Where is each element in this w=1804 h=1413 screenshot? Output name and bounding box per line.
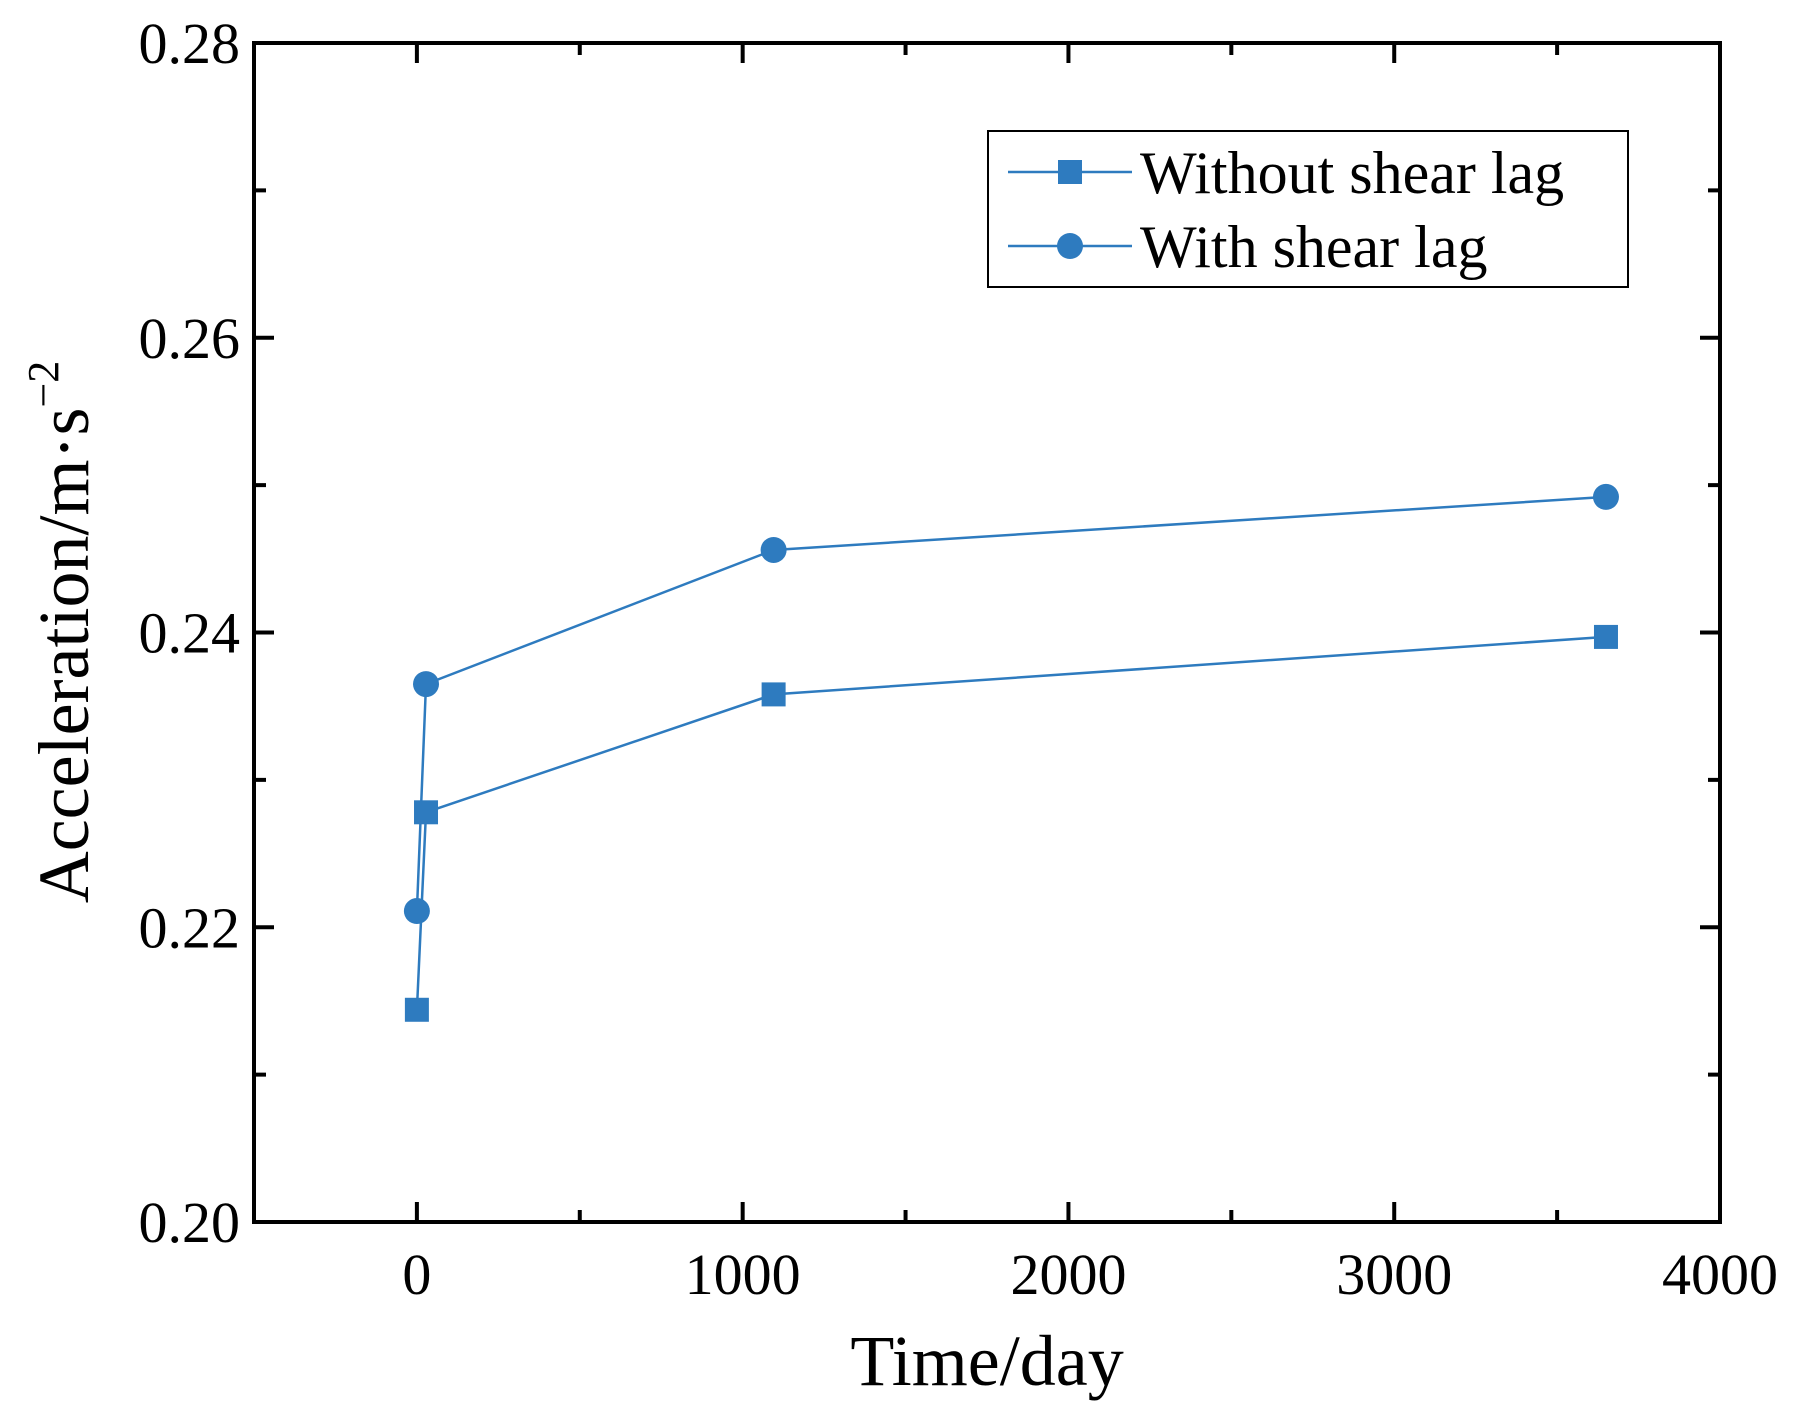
y-axis-title-group: Acceleration/m·s−2 [19,361,104,904]
x-tick-label: 0 [402,1242,431,1307]
square-marker [414,800,439,825]
legend-square-marker [1058,160,1082,184]
y-tick-label: 0.24 [139,601,241,666]
circle-marker [760,536,787,563]
axis-tick-labels: 0 1000 2000 3000 4000 0.20 0.22 0.24 0.26 0.28 [139,11,1779,1307]
legend-box [987,130,1629,288]
x-tick-label: 4000 [1662,1242,1778,1307]
legend-label: Without shear lag [1140,140,1564,206]
x-tick-label: 1000 [685,1242,801,1307]
series-lines [415,495,1607,1010]
axis-ticks [252,41,1722,1224]
series-line-1 [415,635,1607,1010]
x-axis-title: Time/day [850,1321,1123,1401]
y-tick-label: 0.22 [139,895,241,960]
square-marker [404,997,429,1022]
legend: Without shear lag With shear lag [987,130,1629,288]
y-tick-label: 0.20 [139,1190,241,1255]
y-axis-title-main: Acceleration/m·s [24,408,104,904]
square-marker [761,682,786,707]
y-tick-label: 0.28 [139,11,241,76]
legend-label: With shear lag [1140,214,1487,280]
x-tick-label: 3000 [1336,1242,1452,1307]
series-markers [403,483,1619,1022]
square-marker [1593,624,1618,649]
x-tick-label: 2000 [1010,1242,1126,1307]
circle-marker [1592,483,1619,510]
legend-circle-marker [1057,233,1083,259]
series-line-2 [415,495,1607,912]
y-axis-title-superscript: −2 [19,361,68,408]
y-axis-title: Acceleration/m·s−2 [19,361,104,904]
y-tick-label: 0.26 [139,306,241,371]
circle-marker [413,671,440,698]
circle-marker [403,898,430,925]
legend-entries: Without shear lag With shear lag [1008,140,1564,280]
